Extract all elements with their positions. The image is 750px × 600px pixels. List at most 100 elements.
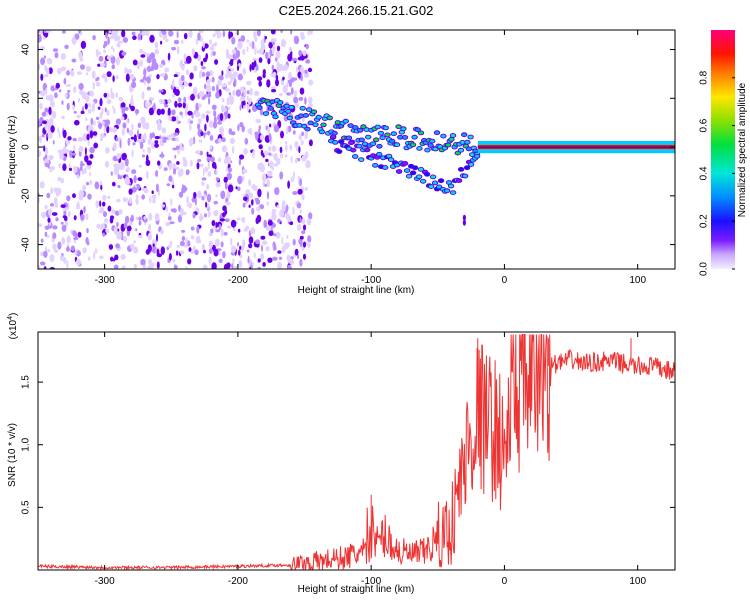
noise-blob xyxy=(198,139,203,143)
noise-blob xyxy=(144,122,150,130)
noise-blob xyxy=(230,245,237,253)
noise-blob xyxy=(137,129,139,138)
noise-blob xyxy=(187,203,193,208)
noise-blob xyxy=(176,30,179,39)
noise-blob xyxy=(177,148,180,155)
y-tick-label: 40 xyxy=(21,44,32,56)
noise-blob xyxy=(209,145,213,150)
trace-blob xyxy=(370,142,376,146)
noise-blob xyxy=(227,225,232,229)
trace-blob xyxy=(396,170,402,173)
noise-blob xyxy=(252,57,258,61)
noise-blob xyxy=(299,258,303,267)
noise-blob xyxy=(93,101,96,107)
noise-blob xyxy=(166,183,171,187)
noise-blob xyxy=(156,108,162,116)
outlier-blob xyxy=(302,241,307,248)
noise-blob xyxy=(70,69,75,77)
spectrogram-area xyxy=(38,30,675,269)
noise-blob xyxy=(171,184,175,189)
noise-blob xyxy=(210,228,214,234)
noise-blob xyxy=(197,118,202,125)
noise-blob xyxy=(255,239,261,245)
noise-blob xyxy=(242,68,247,75)
noise-blob xyxy=(140,116,146,125)
noise-blob xyxy=(248,179,252,187)
noise-blob xyxy=(273,124,280,133)
noise-blob xyxy=(50,100,55,108)
noise-blob xyxy=(83,206,86,214)
noise-blob xyxy=(224,218,230,223)
noise-blob xyxy=(294,158,298,164)
noise-blob xyxy=(237,228,241,233)
noise-blob xyxy=(298,133,302,141)
x-tick-label: -200 xyxy=(228,275,248,286)
noise-blob xyxy=(186,55,192,64)
noise-blob xyxy=(189,72,194,80)
noise-blob xyxy=(283,64,289,71)
snr-line xyxy=(38,334,675,570)
noise-blob xyxy=(106,71,112,78)
bottom-axis-ticks: -300 -200 -100 0 100 0.5 1.0 1.5 xyxy=(21,332,675,587)
noise-blob xyxy=(67,210,71,217)
noise-blob xyxy=(268,146,272,152)
noise-blob xyxy=(239,254,243,259)
noise-blob xyxy=(240,35,246,42)
noise-blob xyxy=(256,214,262,223)
trace-blob xyxy=(418,131,424,135)
noise-blob xyxy=(239,86,245,92)
noise-blob xyxy=(281,236,284,245)
noise-blob xyxy=(140,258,146,266)
trace-blob xyxy=(450,191,456,195)
trace-blob xyxy=(404,169,410,173)
noise-blob xyxy=(206,156,212,162)
noise-blob xyxy=(299,208,302,214)
noise-blob xyxy=(198,30,204,34)
noise-blob xyxy=(171,46,177,51)
noise-blob xyxy=(162,34,168,40)
trace-blob xyxy=(308,121,313,125)
noise-blob xyxy=(213,110,217,117)
noise-blob xyxy=(208,256,212,265)
noise-blob xyxy=(226,191,231,199)
noise-blob xyxy=(177,97,182,103)
noise-blob xyxy=(239,104,242,111)
noise-blob xyxy=(76,203,80,210)
noise-blob xyxy=(97,106,101,110)
noise-blob xyxy=(257,258,261,263)
noise-blob xyxy=(57,241,62,250)
trace-blob xyxy=(270,100,275,104)
noise-blob xyxy=(248,204,251,208)
noise-blob xyxy=(253,60,257,67)
noise-blob xyxy=(248,243,253,249)
noise-blob xyxy=(122,37,129,43)
noise-blob xyxy=(211,76,215,83)
noise-blob xyxy=(189,159,193,167)
noise-blob xyxy=(290,30,293,35)
noise-blob xyxy=(99,112,103,119)
noise-blob xyxy=(258,144,263,150)
noise-blob xyxy=(75,259,82,266)
noise-blob xyxy=(237,175,243,185)
noise-blob xyxy=(230,219,237,228)
noise-blob xyxy=(284,141,288,145)
noise-blob xyxy=(249,192,254,199)
noise-blob xyxy=(208,39,212,45)
trace-blob xyxy=(441,134,446,138)
noise-blob xyxy=(275,75,279,80)
noise-blob xyxy=(95,116,100,120)
noise-blob xyxy=(111,30,115,37)
noise-blob xyxy=(93,251,96,260)
noise-blob xyxy=(78,169,81,177)
noise-blob xyxy=(230,58,234,63)
noise-blob xyxy=(304,69,308,75)
noise-blob xyxy=(124,158,129,167)
noise-blob xyxy=(73,165,78,173)
noise-blob xyxy=(220,241,224,248)
noise-blob xyxy=(262,262,266,267)
exponent-label-base: (x10 xyxy=(8,319,19,339)
noise-blob xyxy=(167,52,171,61)
noise-blob xyxy=(154,213,160,222)
trace-blob xyxy=(446,143,451,147)
